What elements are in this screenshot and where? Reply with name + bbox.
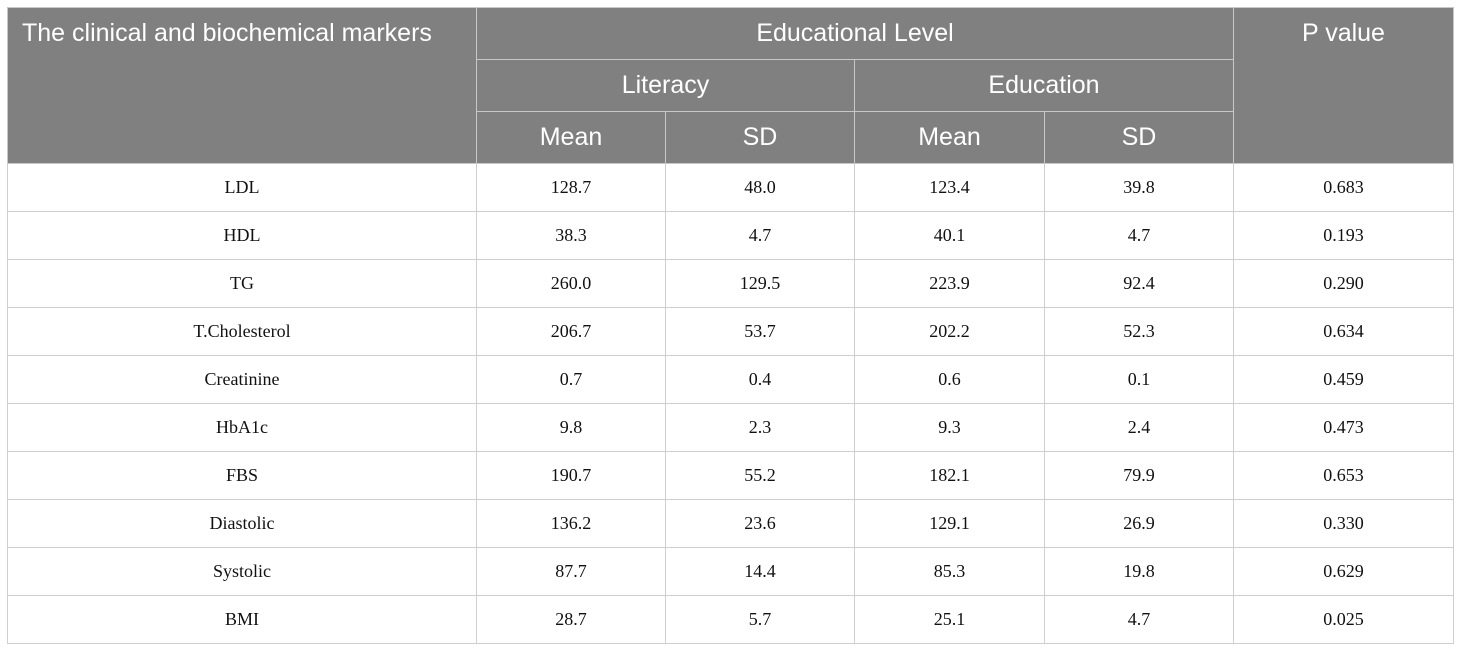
cell-education-sd: 4.7 [1044,211,1234,260]
cell-literacy-mean: 28.7 [476,595,666,644]
cell-education-sd: 26.9 [1044,499,1234,548]
cell-education-sd: 79.9 [1044,451,1234,500]
cell-literacy-mean: 260.0 [476,259,666,308]
cell-p-value: 0.459 [1233,355,1454,404]
table-row: BMI 28.7 5.7 25.1 4.7 0.025 [7,595,1454,644]
cell-p-value: 0.629 [1233,547,1454,596]
header-education-sd: SD [1044,111,1234,164]
header-literacy: Literacy [476,59,855,112]
table-row: Creatinine 0.7 0.4 0.6 0.1 0.459 [7,355,1454,404]
table-row: LDL 128.7 48.0 123.4 39.8 0.683 [7,163,1454,212]
cell-marker: TG [7,259,477,308]
cell-literacy-sd: 48.0 [665,163,855,212]
cell-p-value: 0.193 [1233,211,1454,260]
cell-marker: HbA1c [7,403,477,452]
cell-p-value: 0.025 [1233,595,1454,644]
header-markers: The clinical and biochemical markers [7,7,477,164]
cell-marker: Diastolic [7,499,477,548]
cell-p-value: 0.683 [1233,163,1454,212]
cell-literacy-mean: 128.7 [476,163,666,212]
cell-literacy-mean: 206.7 [476,307,666,356]
table-row: HbA1c 9.8 2.3 9.3 2.4 0.473 [7,403,1454,452]
cell-education-sd: 52.3 [1044,307,1234,356]
cell-education-mean: 202.2 [854,307,1045,356]
header-literacy-sd: SD [665,111,855,164]
cell-marker: HDL [7,211,477,260]
cell-literacy-mean: 190.7 [476,451,666,500]
cell-education-sd: 0.1 [1044,355,1234,404]
cell-education-sd: 92.4 [1044,259,1234,308]
cell-education-sd: 39.8 [1044,163,1234,212]
table-row: FBS 190.7 55.2 182.1 79.9 0.653 [7,451,1454,500]
header-literacy-mean: Mean [476,111,666,164]
cell-marker: T.Cholesterol [7,307,477,356]
cell-marker: Systolic [7,547,477,596]
table-header: The clinical and biochemical markers Edu… [7,7,1454,164]
cell-education-mean: 0.6 [854,355,1045,404]
header-educational-level: Educational Level [476,7,1234,60]
cell-education-mean: 223.9 [854,259,1045,308]
cell-marker: LDL [7,163,477,212]
cell-education-sd: 19.8 [1044,547,1234,596]
cell-education-mean: 129.1 [854,499,1045,548]
cell-education-mean: 9.3 [854,403,1045,452]
cell-education-sd: 2.4 [1044,403,1234,452]
table-row: HDL 38.3 4.7 40.1 4.7 0.193 [7,211,1454,260]
cell-education-sd: 4.7 [1044,595,1234,644]
cell-literacy-sd: 53.7 [665,307,855,356]
cell-literacy-sd: 4.7 [665,211,855,260]
cell-marker: BMI [7,595,477,644]
cell-education-mean: 40.1 [854,211,1045,260]
cell-literacy-mean: 9.8 [476,403,666,452]
header-p-value: P value [1233,7,1454,164]
cell-literacy-sd: 55.2 [665,451,855,500]
table-row: Systolic 87.7 14.4 85.3 19.8 0.629 [7,547,1454,596]
cell-marker: Creatinine [7,355,477,404]
markers-table: The clinical and biochemical markers Edu… [7,7,1454,644]
header-education: Education [854,59,1234,112]
cell-literacy-mean: 38.3 [476,211,666,260]
table-row: T.Cholesterol 206.7 53.7 202.2 52.3 0.63… [7,307,1454,356]
cell-literacy-mean: 87.7 [476,547,666,596]
cell-literacy-sd: 23.6 [665,499,855,548]
table-row: TG 260.0 129.5 223.9 92.4 0.290 [7,259,1454,308]
cell-literacy-sd: 5.7 [665,595,855,644]
cell-p-value: 0.330 [1233,499,1454,548]
cell-literacy-sd: 129.5 [665,259,855,308]
header-education-mean: Mean [854,111,1045,164]
cell-p-value: 0.653 [1233,451,1454,500]
cell-literacy-sd: 14.4 [665,547,855,596]
cell-literacy-sd: 2.3 [665,403,855,452]
cell-marker: FBS [7,451,477,500]
cell-p-value: 0.473 [1233,403,1454,452]
cell-education-mean: 123.4 [854,163,1045,212]
cell-literacy-sd: 0.4 [665,355,855,404]
cell-p-value: 0.290 [1233,259,1454,308]
table-container: The clinical and biochemical markers Edu… [7,7,1454,644]
cell-education-mean: 182.1 [854,451,1045,500]
cell-literacy-mean: 136.2 [476,499,666,548]
table-row: Diastolic 136.2 23.6 129.1 26.9 0.330 [7,499,1454,548]
cell-p-value: 0.634 [1233,307,1454,356]
cell-literacy-mean: 0.7 [476,355,666,404]
cell-education-mean: 85.3 [854,547,1045,596]
cell-education-mean: 25.1 [854,595,1045,644]
table-body: LDL 128.7 48.0 123.4 39.8 0.683 HDL 38.3… [7,163,1454,644]
